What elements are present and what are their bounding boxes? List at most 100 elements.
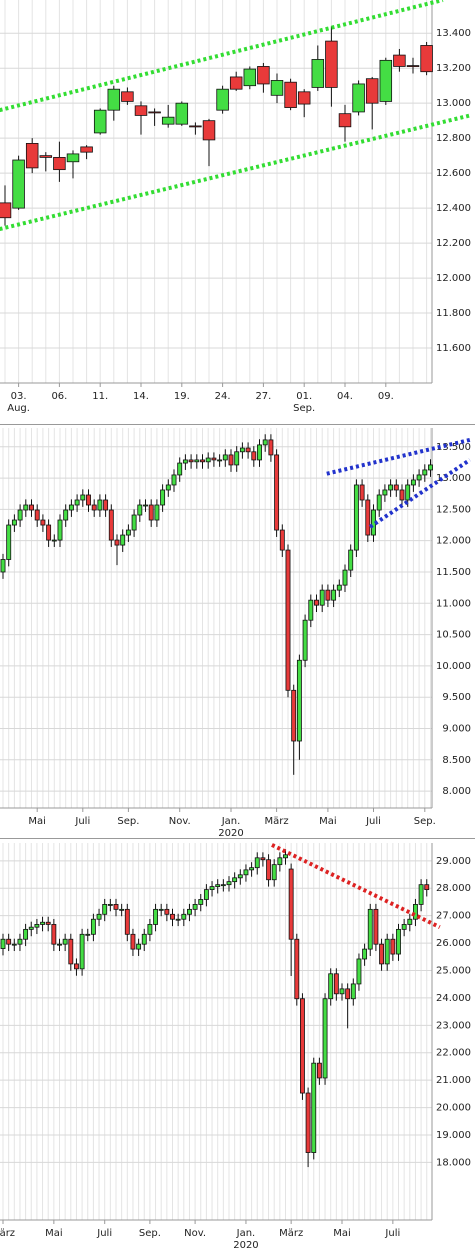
candle-body <box>232 877 238 883</box>
candle-body <box>120 534 126 546</box>
x-tick-label: Mai <box>319 816 337 827</box>
candle-body <box>12 159 25 209</box>
candle-body <box>39 155 53 158</box>
candle-body <box>6 938 12 945</box>
candle-body <box>384 938 390 965</box>
x-tick-label: Mai <box>45 1228 63 1239</box>
candle-body <box>164 908 170 915</box>
candle-body <box>416 474 422 481</box>
candle-body <box>171 474 177 486</box>
y-tick-label: 22.000 <box>436 1048 471 1059</box>
candle-body <box>283 854 288 859</box>
x-tick-label: 03. <box>11 391 27 402</box>
y-tick-label: 10.000 <box>436 661 471 672</box>
x-tick-label: 19. <box>174 391 190 402</box>
candle-body <box>51 924 57 945</box>
candle-body <box>124 908 130 935</box>
candle-body <box>388 484 394 491</box>
candle-body <box>257 444 262 461</box>
x-tick-sublabel: 2020 <box>233 1240 258 1250</box>
x-tick-label: 01. <box>296 391 312 402</box>
candle-body <box>222 454 228 461</box>
candle-body <box>350 983 356 1000</box>
y-tick-label: 12.000 <box>436 536 471 547</box>
candle-body <box>401 924 407 930</box>
y-tick-label: 28.000 <box>436 883 471 894</box>
candle-body <box>198 899 204 905</box>
x-tick-label: 14. <box>133 391 149 402</box>
candle-body <box>260 857 266 861</box>
candle-body <box>62 938 68 945</box>
trend-line <box>326 437 471 476</box>
candle-body <box>314 599 319 606</box>
candle-body <box>29 504 34 511</box>
candle-body <box>130 933 136 950</box>
x-tick-label: Juli <box>365 816 381 827</box>
candle-body <box>356 958 362 985</box>
candle-body <box>217 459 223 462</box>
candle-body <box>393 484 399 491</box>
x-tick-label: März <box>279 1228 303 1239</box>
candle-body <box>165 484 171 491</box>
candle-body <box>216 88 229 111</box>
candle-body <box>40 519 46 526</box>
candle-body <box>57 943 62 946</box>
y-tick-label: 23.000 <box>436 1020 471 1031</box>
candle-body <box>147 924 153 935</box>
x-tick-label: 24. <box>215 391 231 402</box>
y-tick-label: 24.000 <box>436 993 471 1004</box>
x-tick-label: 04. <box>337 391 353 402</box>
candle-body <box>229 76 243 90</box>
x-tick-label: Juli <box>74 816 90 827</box>
candle-body <box>102 904 108 915</box>
x-tick-sublabel: Sep. <box>293 403 315 414</box>
y-tick-label: 25.000 <box>436 965 471 976</box>
candle-body <box>399 489 405 501</box>
candle-body <box>396 928 401 955</box>
candle-body <box>17 509 23 521</box>
candle-body <box>406 65 420 67</box>
x-tick-label: März <box>265 816 289 827</box>
candle-body <box>215 884 221 887</box>
candle-body <box>373 908 379 945</box>
candle-body <box>161 116 175 125</box>
candle-body <box>107 88 121 111</box>
x-tick-label: Nov. <box>184 1228 206 1239</box>
candle-body <box>158 908 164 911</box>
y-tick-label: 9.000 <box>442 723 471 734</box>
candle-body <box>319 589 325 606</box>
candle-body <box>93 109 107 134</box>
candle-body <box>291 689 297 742</box>
candle-body <box>288 868 294 940</box>
candle-body <box>134 105 148 116</box>
candle-body <box>228 454 234 466</box>
candle-body <box>188 459 194 463</box>
candle-body <box>148 504 154 521</box>
y-tick-label: 13.200 <box>436 63 471 74</box>
candle-body <box>365 499 371 536</box>
candle-body <box>413 904 418 920</box>
candle-body <box>114 539 120 546</box>
y-tick-label: 19.000 <box>436 1130 471 1141</box>
candle-body <box>202 120 216 141</box>
candle-body <box>108 509 114 541</box>
candle-body <box>121 91 134 102</box>
trend-line <box>0 113 471 232</box>
candle-body <box>90 918 96 935</box>
candle-body <box>311 1062 317 1153</box>
y-tick-label: 12.800 <box>436 133 471 144</box>
candle-body <box>203 889 209 900</box>
x-tick-sublabel: 2020 <box>218 828 243 839</box>
candle-body <box>257 66 270 85</box>
y-tick-label: 8.500 <box>442 755 471 766</box>
candle-body <box>270 80 284 96</box>
candle-body <box>192 904 198 910</box>
candle-body <box>239 447 245 453</box>
candle-body <box>407 918 413 925</box>
candle-body <box>177 462 183 476</box>
x-tick-label: 06. <box>51 391 67 402</box>
y-tick-label: 8.000 <box>442 786 471 797</box>
candle-body <box>279 529 285 551</box>
candle-body <box>424 884 430 891</box>
candle-body <box>410 479 416 486</box>
